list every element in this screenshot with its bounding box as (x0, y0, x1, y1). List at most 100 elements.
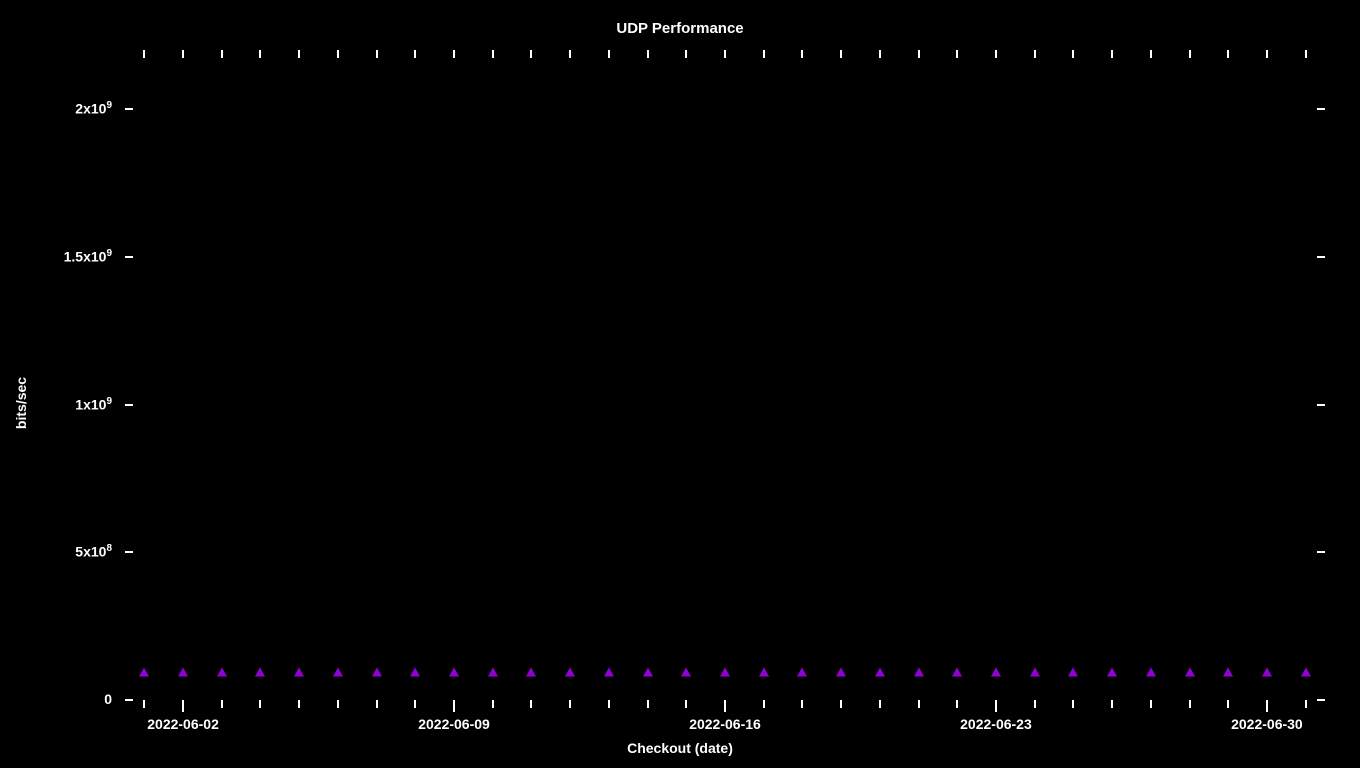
x-tick-mark (259, 700, 261, 708)
y-tick-mark (1317, 404, 1325, 406)
data-point-marker (333, 667, 343, 676)
x-tick-mark (182, 50, 184, 58)
x-tick-mark (1189, 50, 1191, 58)
y-tick-label: 0 (104, 691, 112, 707)
data-point-marker (952, 667, 962, 676)
x-tick-mark (608, 700, 610, 708)
x-tick-mark (647, 700, 649, 708)
data-point-marker (1301, 667, 1311, 676)
x-tick-mark (492, 700, 494, 708)
x-tick-mark (298, 50, 300, 58)
x-tick-mark (1034, 700, 1036, 708)
y-tick-mark (125, 404, 133, 406)
data-point-marker (836, 667, 846, 676)
data-point-marker (759, 667, 769, 676)
x-tick-mark (530, 50, 532, 58)
x-tick-mark (1227, 700, 1229, 708)
data-point-marker (1146, 667, 1156, 676)
y-tick-label: 2x109 (75, 100, 112, 117)
x-major-tick-mark (182, 700, 184, 712)
data-point-marker (178, 667, 188, 676)
x-tick-mark (1266, 50, 1268, 58)
data-point-marker (488, 667, 498, 676)
x-tick-mark (1189, 700, 1191, 708)
y-tick-label: 1.5x109 (64, 248, 112, 265)
x-tick-mark (221, 50, 223, 58)
y-tick-mark (125, 551, 133, 553)
data-point-marker (991, 667, 1001, 676)
x-tick-mark (956, 50, 958, 58)
y-tick-mark (1317, 551, 1325, 553)
data-point-marker (410, 667, 420, 676)
x-tick-mark (918, 50, 920, 58)
x-tick-mark (995, 50, 997, 58)
y-tick-mark (125, 256, 133, 258)
x-tick-mark (1072, 700, 1074, 708)
x-tick-mark (918, 700, 920, 708)
chart-title: UDP Performance (0, 20, 1360, 37)
chart-container: UDP Performance bits/sec Checkout (date)… (0, 0, 1360, 768)
x-tick-mark (1150, 50, 1152, 58)
x-tick-mark (1305, 50, 1307, 58)
x-tick-mark (840, 50, 842, 58)
x-tick-mark (569, 50, 571, 58)
x-tick-label: 2022-06-23 (960, 716, 1032, 732)
x-tick-mark (763, 50, 765, 58)
y-tick-label: 5x108 (75, 543, 112, 560)
data-point-marker (294, 667, 304, 676)
y-tick-mark (1317, 108, 1325, 110)
x-tick-mark (337, 50, 339, 58)
data-point-marker (1068, 667, 1078, 676)
x-major-tick-mark (995, 700, 997, 712)
y-tick-label: 1x109 (75, 396, 112, 413)
x-axis-label: Checkout (date) (0, 740, 1360, 756)
x-tick-mark (414, 700, 416, 708)
x-tick-mark (1111, 50, 1113, 58)
x-tick-mark (956, 700, 958, 708)
x-tick-mark (879, 700, 881, 708)
data-point-marker (681, 667, 691, 676)
y-tick-mark (1317, 256, 1325, 258)
data-point-marker (604, 667, 614, 676)
x-tick-mark (1150, 700, 1152, 708)
data-point-marker (875, 667, 885, 676)
x-tick-mark (840, 700, 842, 708)
x-tick-mark (143, 700, 145, 708)
x-tick-mark (724, 50, 726, 58)
data-point-marker (1262, 667, 1272, 676)
x-tick-mark (414, 50, 416, 58)
data-point-marker (720, 667, 730, 676)
x-tick-label: 2022-06-16 (689, 716, 761, 732)
data-point-marker (449, 667, 459, 676)
x-tick-mark (259, 50, 261, 58)
y-axis-label: bits/sec (13, 377, 29, 429)
x-tick-mark (685, 700, 687, 708)
y-tick-mark (125, 699, 133, 701)
x-major-tick-mark (1266, 700, 1268, 712)
data-point-marker (1107, 667, 1117, 676)
data-point-marker (1030, 667, 1040, 676)
x-tick-mark (453, 50, 455, 58)
x-tick-mark (879, 50, 881, 58)
data-point-marker (643, 667, 653, 676)
x-major-tick-mark (453, 700, 455, 712)
x-tick-mark (647, 50, 649, 58)
x-tick-mark (801, 700, 803, 708)
x-tick-mark (801, 50, 803, 58)
data-point-marker (797, 667, 807, 676)
x-tick-mark (376, 50, 378, 58)
y-tick-mark (1317, 699, 1325, 701)
x-tick-mark (685, 50, 687, 58)
data-point-marker (139, 667, 149, 676)
x-tick-mark (492, 50, 494, 58)
x-tick-mark (569, 700, 571, 708)
data-point-marker (1185, 667, 1195, 676)
x-major-tick-mark (724, 700, 726, 712)
x-tick-mark (221, 700, 223, 708)
data-point-marker (255, 667, 265, 676)
x-tick-mark (1072, 50, 1074, 58)
data-point-marker (372, 667, 382, 676)
y-tick-mark (125, 108, 133, 110)
x-tick-label: 2022-06-30 (1231, 716, 1303, 732)
x-tick-mark (337, 700, 339, 708)
